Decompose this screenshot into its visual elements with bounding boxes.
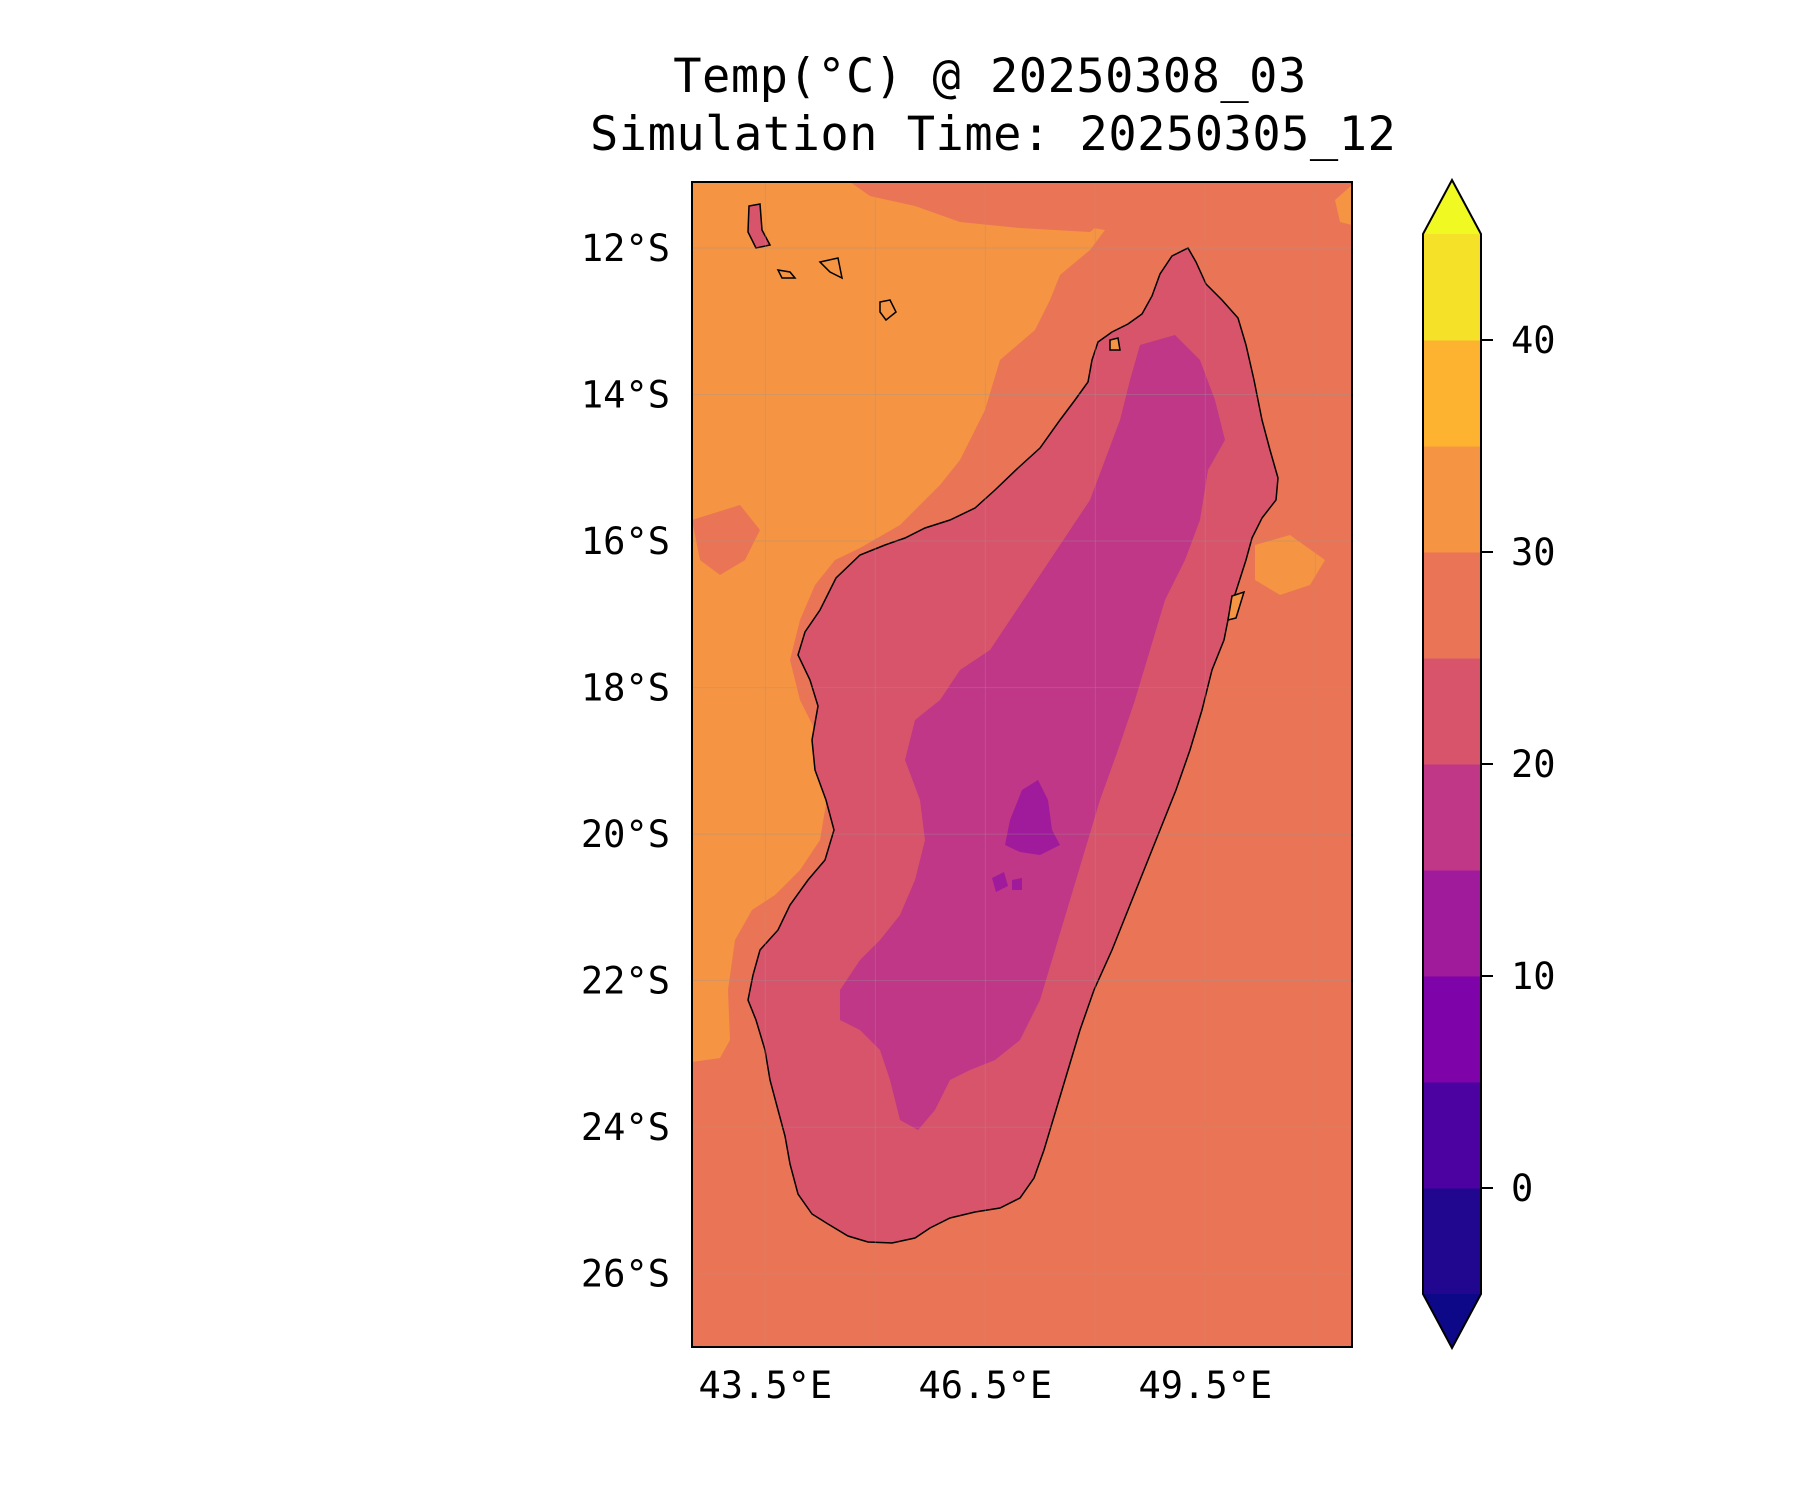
- colorbar-extend-under: [1423, 1294, 1481, 1348]
- colorbar-tick-label: 20: [1511, 743, 1556, 786]
- land-cold-spot: [1012, 878, 1022, 890]
- colorbar-tick-label: 0: [1511, 1167, 1533, 1210]
- colorbar-band: [1423, 764, 1481, 871]
- lat-tick-label: 14°S: [581, 373, 670, 416]
- colorbar-band: [1423, 234, 1481, 341]
- lat-tick-label: 20°S: [581, 813, 670, 856]
- colorbar-band: [1423, 658, 1481, 765]
- island: [776, 269, 797, 279]
- ocean-warm-region: [692, 182, 1105, 1062]
- map-subtitle: Simulation Time: 20250305_12: [590, 107, 1397, 162]
- colorbar-band: [1423, 870, 1481, 977]
- gridlines: [692, 182, 1352, 1347]
- lat-tick-label: 24°S: [581, 1106, 670, 1149]
- island: [818, 257, 844, 280]
- colorbar-extend-over: [1423, 180, 1481, 234]
- lat-tick-label: 22°S: [581, 960, 670, 1003]
- colorbar-band: [1423, 976, 1481, 1083]
- map-title-block: Temp(°C) @ 20250308_03 Simulation Time: …: [590, 48, 1397, 164]
- colorbar-outline: [1422, 177, 1482, 1351]
- island: [1109, 337, 1121, 351]
- land-cold-spot: [992, 872, 1008, 892]
- island: [879, 299, 897, 322]
- colorbar-band: [1423, 340, 1481, 447]
- lat-tick-label: 26°S: [581, 1253, 670, 1296]
- colorbar: 0 10 20 30 40: [1422, 177, 1556, 1351]
- colorbar-tick-label: 10: [1511, 955, 1556, 998]
- colorbar-tick-label: 40: [1511, 319, 1556, 362]
- ocean-hot-patch-east: [1255, 535, 1325, 595]
- ocean-patch: [692, 505, 760, 575]
- colorbar-band: [1423, 1188, 1481, 1295]
- island: [1227, 590, 1246, 622]
- longitude-tick-labels: 43.5°E 46.5°E 49.5°E: [699, 1364, 1273, 1407]
- map-area: [692, 182, 1352, 1347]
- lon-tick-label: 43.5°E: [699, 1364, 833, 1407]
- land-cool-region: [840, 335, 1225, 1130]
- latitude-tick-labels: 12°S 14°S 16°S 18°S 20°S 22°S 24°S 26°S: [581, 227, 670, 1296]
- colorbar-band: [1423, 1082, 1481, 1189]
- colorbar-tick-label: 30: [1511, 531, 1556, 574]
- ocean-patch: [850, 182, 1110, 232]
- colorbar-band: [1423, 552, 1481, 659]
- land-cold-core: [1005, 780, 1060, 855]
- ocean-hot-patch-ne: [1335, 185, 1352, 225]
- map-title: Temp(°C) @ 20250308_03: [673, 49, 1307, 104]
- lon-tick-label: 46.5°E: [919, 1364, 1053, 1407]
- lon-tick-label: 49.5°E: [1139, 1364, 1273, 1407]
- island: [747, 203, 772, 249]
- lat-tick-label: 16°S: [581, 520, 670, 563]
- map-frame: [691, 181, 1353, 1348]
- lat-tick-label: 12°S: [581, 227, 670, 270]
- lat-tick-label: 18°S: [581, 667, 670, 710]
- colorbar-band: [1423, 446, 1481, 553]
